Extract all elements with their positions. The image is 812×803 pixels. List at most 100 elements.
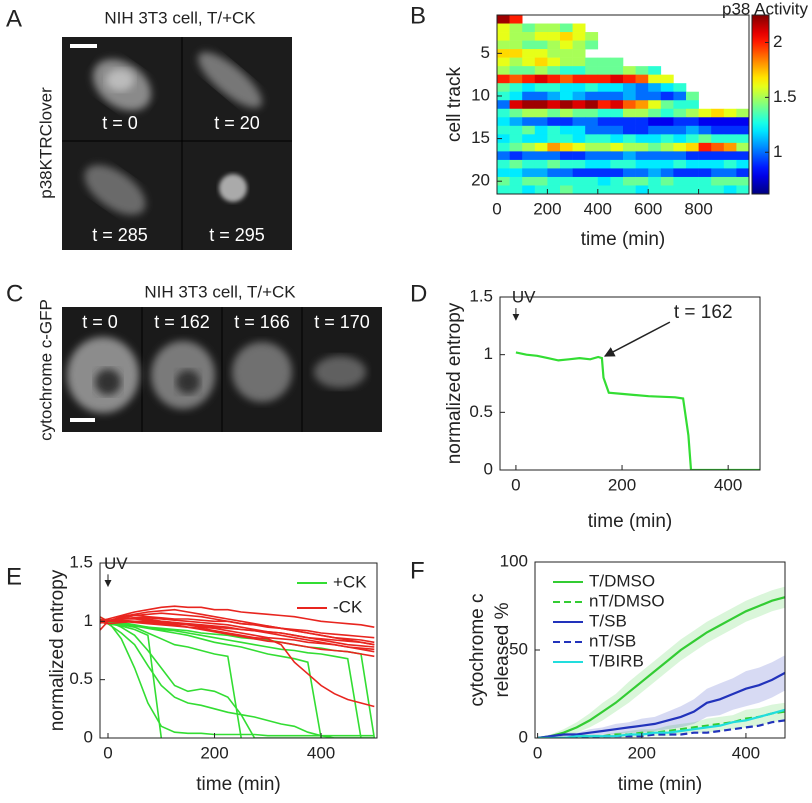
heat-cell (547, 108, 561, 118)
y-tick-label: 0 (84, 727, 93, 746)
heat-cell (673, 176, 687, 186)
heat-cell (547, 151, 561, 161)
heat-cell (635, 168, 649, 178)
heat-cell (522, 159, 536, 169)
heat-cell (534, 125, 548, 135)
y-axis-label: normalized entropy (444, 302, 465, 464)
heat-cell (723, 168, 737, 178)
heat-cell (623, 142, 636, 152)
heat-cell (660, 142, 674, 152)
heat-cell (585, 32, 599, 41)
heat-cell (497, 40, 510, 50)
heat-cell (560, 74, 573, 84)
heat-cell (711, 151, 725, 161)
y-tick-label: 1.5 (69, 552, 93, 571)
heat-cell (597, 185, 611, 194)
line (100, 621, 375, 738)
frame-label: t = 170 (314, 312, 370, 332)
cell (314, 356, 366, 388)
heat-cell (736, 168, 749, 178)
panel-label: C (6, 280, 23, 307)
y-tick-label: 20 (471, 171, 490, 190)
heat-cell (585, 176, 599, 186)
heat-cell (673, 168, 687, 178)
cell (232, 342, 292, 402)
heat-cell (585, 74, 599, 84)
heat-cell (509, 168, 523, 178)
heat-cell (660, 168, 674, 178)
heat-cell (711, 108, 725, 118)
x-tick-label: 0 (511, 475, 520, 494)
heat-cell (509, 57, 523, 67)
heat-cell (723, 185, 737, 194)
x-tick-label: 200 (628, 743, 656, 762)
heat-cell (597, 125, 611, 135)
heat-cell (547, 91, 561, 101)
heat-cell (597, 108, 611, 118)
x-tick-label: 0 (533, 743, 542, 762)
heat-cell (635, 185, 649, 194)
heat-cell (522, 185, 536, 194)
y-tick-label: 0.5 (469, 402, 493, 421)
heat-cell (497, 176, 510, 186)
heat-cell (560, 176, 573, 186)
heat-cell (648, 185, 662, 194)
line (537, 719, 785, 738)
heat-cell (585, 117, 599, 127)
heat-cell (610, 100, 624, 110)
heat-cell (509, 15, 523, 24)
legend-label: +CK (333, 572, 367, 591)
heat-cell (572, 32, 586, 41)
heat-cell (497, 100, 510, 110)
heat-cell (698, 185, 712, 194)
heat-cell (522, 176, 536, 186)
frame-label: t = 166 (234, 312, 290, 332)
heat-cell (497, 168, 510, 178)
heat-cell (572, 176, 586, 186)
heat-cell (610, 91, 624, 101)
chart: 0 200 400 0 0.5 1 1.5 time (min) normalized entr… (444, 286, 761, 532)
heat-cell (723, 125, 737, 135)
heat-cell (534, 168, 548, 178)
annotation-arrow (603, 321, 671, 357)
heat-cell (610, 176, 624, 186)
heat-cell (509, 66, 523, 75)
heat-cell (686, 159, 699, 169)
heat-cell (534, 83, 548, 93)
heat-cell (534, 185, 548, 194)
heat-cell (560, 49, 573, 58)
line (100, 616, 375, 646)
y-tick-label: 1 (484, 344, 493, 363)
heat-cell (736, 142, 749, 152)
heat-cell (522, 23, 536, 33)
heat-cell (534, 117, 548, 127)
heat-cell (623, 125, 636, 135)
legend-label: T/BIRB (589, 651, 644, 670)
heat-cell (736, 134, 749, 144)
heat-cell (509, 91, 523, 101)
heat-cell (547, 83, 561, 93)
x-tick-label: 800 (684, 199, 712, 218)
heat-cell (497, 74, 510, 84)
heat-cell (534, 57, 548, 67)
heat-cell (509, 108, 523, 118)
heat-cell (534, 100, 548, 110)
axes-frame (99, 562, 378, 739)
colorbar-tick-label: 1.5 (773, 87, 797, 106)
heat-cell (509, 32, 523, 41)
heat-cell (698, 125, 712, 135)
line (100, 608, 375, 646)
heat-cell (572, 91, 586, 101)
y-tick-label: 5 (481, 43, 490, 62)
chart: 0 200 400 0 50 100 time (min) cytochrome c relea… (467, 551, 786, 795)
panel-label: B (410, 2, 426, 29)
heat-cell (723, 142, 737, 152)
heat-cell (534, 66, 548, 75)
heat-cell (698, 108, 712, 118)
heat-cell (635, 125, 649, 135)
heat-cell (660, 176, 674, 186)
heat-cell (648, 151, 662, 161)
heat-cell (547, 57, 561, 67)
heat-cell (572, 83, 586, 93)
